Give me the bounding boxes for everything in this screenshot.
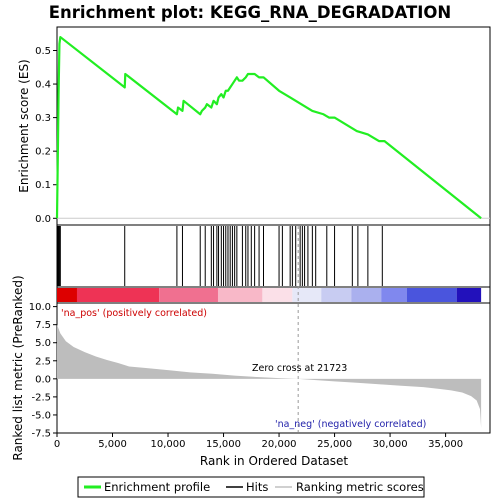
annotation-positive: 'na_pos' (positively correlated) xyxy=(61,308,207,319)
legend: Enrichment profile Hits Ranking metric s… xyxy=(77,476,425,498)
heatmap-segment-3 xyxy=(217,288,263,302)
x-tick-label-7: 35,000 xyxy=(428,439,463,450)
x-tick-label-1: 5,000 xyxy=(98,439,127,450)
gene-hit-marks xyxy=(57,226,383,286)
metric-tick-label-0: 10.0 xyxy=(29,302,51,313)
metric-tick-label-3: 2.5 xyxy=(35,356,51,367)
heatmap-segment-6 xyxy=(321,288,352,302)
heatmap-segment-4 xyxy=(262,288,293,302)
x-axis-ticks: 0 5,000 10,000 15,000 20,000 25,000 30,000 35,0… xyxy=(54,433,463,450)
x-tick-label-2: 10,000 xyxy=(151,439,186,450)
metric-tick-label-5: -2.5 xyxy=(31,392,51,403)
heatmap-segment-7 xyxy=(351,288,382,302)
x-tick-label-6: 30,000 xyxy=(373,439,408,450)
y-axis-label-metric: Ranked list metric (PreRanked) xyxy=(11,275,25,460)
enrichment-profile xyxy=(55,35,490,220)
hits-panel xyxy=(56,224,491,288)
heatmap-segment-5 xyxy=(292,288,322,302)
metric-tick-label-7: -7.5 xyxy=(31,429,51,440)
x-tick-label-4: 20,000 xyxy=(262,439,297,450)
legend-label-metric: Ranking metric scores xyxy=(296,480,424,494)
metric-tick-label-6: -5.0 xyxy=(31,410,51,421)
x-tick-label-3: 15,000 xyxy=(206,439,241,450)
y-axis-label-es: Enrichment score (ES) xyxy=(17,59,31,192)
ranking-metric-area xyxy=(57,324,482,428)
legend-label-enrichment: Enrichment profile xyxy=(104,480,210,494)
legend-box xyxy=(77,476,425,498)
metric-tick-label-4: 0.0 xyxy=(35,374,51,385)
es-line xyxy=(55,35,482,220)
es-axis-ticks: 0.0 0.1 0.2 0.3 0.4 0.5 xyxy=(35,46,57,225)
es-tick-label-2: 0.2 xyxy=(35,147,51,158)
annotation-zero-cross: Zero cross at 21723 xyxy=(252,363,347,374)
es-tick-label-5: 0.5 xyxy=(35,46,51,57)
es-panel xyxy=(56,26,491,226)
es-tick-label-1: 0.1 xyxy=(35,180,51,191)
heatmap-segment-10 xyxy=(456,288,482,302)
heatmap-segment-2 xyxy=(159,288,218,302)
chart-title: Enrichment plot: KEGG_RNA_DEGRADATION xyxy=(49,3,451,22)
metric-tick-label-2: 5.0 xyxy=(35,338,51,349)
heatmap-segment-9 xyxy=(406,288,457,302)
es-tick-label-0: 0.0 xyxy=(35,214,51,225)
x-tick-label-5: 25,000 xyxy=(317,439,352,450)
heatmap-segment-1 xyxy=(76,288,160,302)
metric-axis-ticks: 10.0 7.5 5.0 2.5 0.0 -2.5 -5.0 -7.5 xyxy=(29,302,57,440)
metric-area xyxy=(57,324,482,428)
heatmap-segment-0 xyxy=(57,288,77,302)
x-axis-label: Rank in Ordered Dataset xyxy=(200,454,348,468)
es-tick-label-4: 0.4 xyxy=(35,80,51,91)
metric-tick-label-1: 7.5 xyxy=(35,320,51,331)
ranked-list-heatmap xyxy=(57,288,482,302)
x-tick-label-0: 0 xyxy=(54,439,60,450)
legend-label-hits: Hits xyxy=(246,480,268,494)
heatmap-segment-8 xyxy=(381,288,407,302)
annotation-negative: 'na_neg' (negatively correlated) xyxy=(275,419,426,430)
es-tick-label-3: 0.3 xyxy=(35,113,51,124)
